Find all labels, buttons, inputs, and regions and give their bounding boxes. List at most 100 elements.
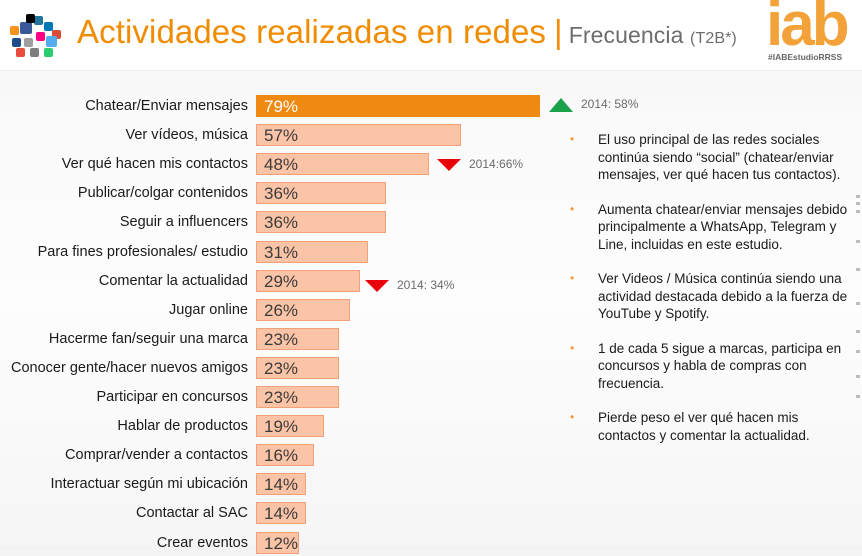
value-label: 57% xyxy=(264,126,299,146)
insight-text: Pierde peso el ver qué hacen mis contact… xyxy=(598,410,810,443)
bar-row: Para fines profesionales/ estudio 31% xyxy=(0,240,560,265)
category-label: Hacerme fan/seguir una marca xyxy=(48,330,248,347)
insight-text: Ver Videos / Música continúa siendo una … xyxy=(598,271,848,321)
bar: 31% xyxy=(256,240,368,263)
insight-item: • Pierde peso el ver qué hacen mis contac… xyxy=(568,409,848,444)
insight-item: • Ver Videos / Música continúa siendo una… xyxy=(568,270,848,323)
insight-item: • 1 de cada 5 sigue a marcas, participa e… xyxy=(568,340,848,393)
value-label: 23% xyxy=(264,358,299,378)
delta-annotation-actualidad: 2014: 34% xyxy=(365,278,454,292)
title-text: Actividades realizadas en redes xyxy=(77,13,547,50)
bar-row: Hablar de productos 19% xyxy=(0,415,560,439)
category-label: Comentar la actualidad xyxy=(98,272,248,289)
down-arrow-icon xyxy=(437,158,461,171)
value-label: 16% xyxy=(264,446,299,466)
bar: 14% xyxy=(256,502,306,525)
value-label: 19% xyxy=(264,417,299,437)
social-media-collage-icon xyxy=(8,12,61,57)
insight-item: • Aumenta chatear/enviar mensajes debido … xyxy=(568,201,848,254)
bar: 16% xyxy=(256,444,314,467)
value-label: 29% xyxy=(264,271,299,291)
bar: 23% xyxy=(256,356,339,379)
value-label: 26% xyxy=(264,300,299,320)
bar: 79% xyxy=(256,95,540,117)
subtitle-text: Frecuencia xyxy=(568,22,684,48)
value-label: 36% xyxy=(264,184,299,204)
hashtag-label: #IABEstudioRRSS xyxy=(768,52,843,62)
bullet-dot-icon: • xyxy=(570,201,575,216)
bullet-dot-icon: • xyxy=(570,132,575,146)
category-label: Interactuar según mi ubicación xyxy=(50,476,248,493)
bar: 23% xyxy=(256,386,339,408)
delta-text: 2014:66% xyxy=(469,157,524,171)
category-label: Hablar de productos xyxy=(117,418,248,435)
bar: 23% xyxy=(256,327,339,350)
bullet-dot-icon: • xyxy=(570,340,575,355)
bar: 48% xyxy=(256,153,429,176)
category-label: Jugar online xyxy=(169,301,248,318)
bar-row: Jugar online 26% xyxy=(0,298,560,323)
bar: 57% xyxy=(256,124,461,147)
value-label: 12% xyxy=(264,533,299,553)
value-label: 14% xyxy=(264,504,299,524)
bullet-dot-icon: • xyxy=(570,271,575,285)
page-title: Actividades realizadas en redes | Frecuenc… xyxy=(77,13,737,51)
delta-annotation-chatear: 2014: 58% xyxy=(549,97,638,112)
bar-row: Crear eventos 12% xyxy=(0,531,560,556)
bar: 36% xyxy=(256,182,386,205)
bar: 19% xyxy=(256,415,324,438)
bar-row: Seguir a influencers 36% xyxy=(0,211,560,235)
category-label: Ver vídeos, música xyxy=(125,127,249,144)
category-label: Publicar/colgar contenidos xyxy=(77,185,248,202)
bar-row: Contactar al SAC 14% xyxy=(0,502,560,526)
bar-row: Ver vídeos, música 57% xyxy=(0,124,560,148)
insight-text: 1 de cada 5 sigue a marcas, participa en… xyxy=(598,340,842,391)
bar-row: Chatear/Enviar mensajes 79% xyxy=(0,95,560,119)
insight-text: El uso principal de las redes sociales c… xyxy=(598,132,841,182)
iab-logo: iab xyxy=(766,0,850,59)
bar-row: Conocer gente/hacer nuevos amigos 23% xyxy=(0,356,560,381)
delta-annotation-contactos: 2014:66% xyxy=(437,157,523,171)
category-label: Conocer gente/hacer nuevos amigos xyxy=(11,359,248,376)
category-label: Chatear/Enviar mensajes xyxy=(85,98,248,114)
subtitle-note: (T2B*) xyxy=(690,30,737,47)
bar: 26% xyxy=(256,298,350,321)
category-label: Contactar al SAC xyxy=(135,505,248,522)
bar: 14% xyxy=(256,473,306,496)
bar: 12% xyxy=(256,531,299,554)
category-label: Participar en concursos xyxy=(96,389,248,405)
bar: 29% xyxy=(256,269,360,292)
bullet-dot-icon: • xyxy=(570,410,575,424)
bar-row: Comprar/vender a contactos 16% xyxy=(0,444,560,468)
title-separator: | xyxy=(554,13,563,50)
category-label: Para fines profesionales/ estudio xyxy=(37,243,248,260)
cropped-edge-text xyxy=(856,190,862,420)
insight-item: • El uso principal de las redes sociales … xyxy=(568,131,848,184)
value-label: 23% xyxy=(264,329,299,349)
value-label: 14% xyxy=(264,475,299,495)
insights-list: • El uso principal de las redes sociales … xyxy=(568,131,848,461)
insight-text: Aumenta chatear/enviar mensajes debido p… xyxy=(598,201,848,252)
slide-header: Actividades realizadas en redes | Frecuenc… xyxy=(0,0,862,71)
bar-row: Ver qué hacen mis contactos 48% xyxy=(0,153,560,177)
category-label: Ver qué hacen mis contactos xyxy=(61,156,248,173)
delta-text: 2014: 58% xyxy=(581,97,639,111)
value-label: 48% xyxy=(264,155,299,175)
subtitle: Frecuencia (T2B*) xyxy=(569,22,737,48)
value-label: 79% xyxy=(264,97,299,116)
bar-row: Participar en concursos 23% xyxy=(0,386,560,410)
value-label: 31% xyxy=(264,242,299,262)
category-label: Seguir a influencers xyxy=(119,214,248,231)
down-arrow-icon xyxy=(365,279,389,292)
value-label: 23% xyxy=(264,388,299,407)
bar-row: Interactuar según mi ubicación 14% xyxy=(0,473,560,497)
bar: 36% xyxy=(256,211,386,234)
category-label: Crear eventos xyxy=(156,534,248,551)
category-label: Comprar/vender a contactos xyxy=(65,447,248,464)
bar-row: Comentar la actualidad 29% xyxy=(0,269,560,294)
bar-row: Publicar/colgar contenidos 36% xyxy=(0,182,560,206)
bar-row: Hacerme fan/seguir una marca 23% xyxy=(0,327,560,352)
value-label: 36% xyxy=(264,213,299,233)
delta-text: 2014: 34% xyxy=(397,278,455,292)
up-arrow-icon xyxy=(549,97,573,112)
